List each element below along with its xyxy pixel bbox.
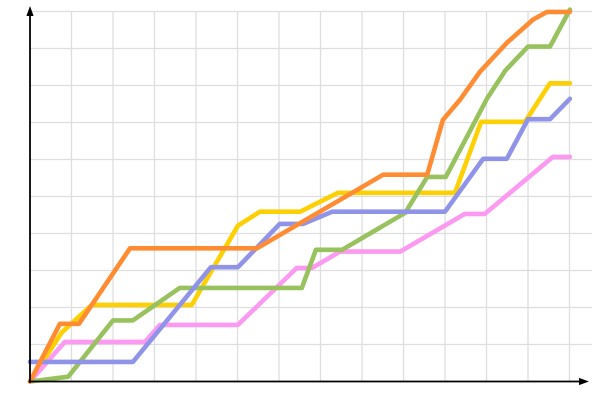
y-axis-arrowhead bbox=[26, 6, 34, 16]
series-line-yellow bbox=[27, 81, 573, 384]
series-line-purple bbox=[27, 96, 573, 365]
data-series-lines bbox=[27, 7, 573, 384]
axes bbox=[26, 6, 589, 386]
series-line-orange bbox=[27, 9, 573, 384]
gridlines bbox=[30, 10, 592, 382]
x-axis-arrowhead bbox=[579, 377, 589, 386]
series-line-green bbox=[27, 7, 573, 384]
series-line-pink bbox=[27, 154, 573, 384]
